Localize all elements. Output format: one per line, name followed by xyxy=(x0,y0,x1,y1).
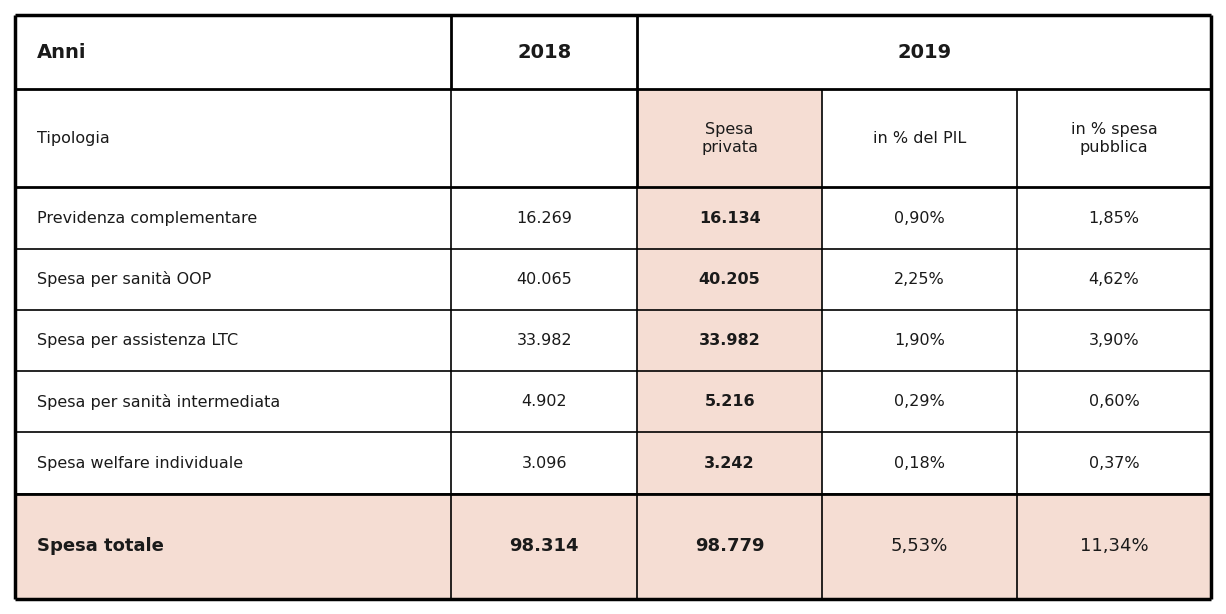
Text: 98.779: 98.779 xyxy=(695,537,765,555)
Bar xyxy=(638,371,823,432)
Text: Tipologia: Tipologia xyxy=(37,131,109,146)
Text: 0,18%: 0,18% xyxy=(894,456,945,470)
Bar xyxy=(638,432,823,494)
Text: Previdenza complementare: Previdenza complementare xyxy=(37,211,257,225)
Bar xyxy=(638,187,823,249)
Text: 3,90%: 3,90% xyxy=(1089,333,1139,348)
Text: Spesa
privata: Spesa privata xyxy=(701,122,758,155)
Text: Spesa totale: Spesa totale xyxy=(37,537,163,555)
Bar xyxy=(638,90,823,187)
Text: 2,25%: 2,25% xyxy=(894,272,945,287)
Text: 16.269: 16.269 xyxy=(516,211,573,225)
Text: 98.314: 98.314 xyxy=(510,537,579,555)
Bar xyxy=(15,494,1211,599)
Bar xyxy=(638,310,823,371)
Text: in % del PIL: in % del PIL xyxy=(873,131,966,146)
Text: 0,90%: 0,90% xyxy=(894,211,945,225)
Text: 33.982: 33.982 xyxy=(699,333,760,348)
Text: 0,29%: 0,29% xyxy=(894,394,945,410)
Text: 40.205: 40.205 xyxy=(699,272,760,287)
Text: Spesa per sanità intermediata: Spesa per sanità intermediata xyxy=(37,394,280,410)
Text: 4,62%: 4,62% xyxy=(1089,272,1139,287)
Text: Anni: Anni xyxy=(37,43,86,62)
Text: 3.242: 3.242 xyxy=(705,456,755,470)
Text: 2018: 2018 xyxy=(517,43,571,62)
Text: 5.216: 5.216 xyxy=(705,394,755,410)
Text: in % spesa
pubblica: in % spesa pubblica xyxy=(1070,122,1157,155)
Text: 16.134: 16.134 xyxy=(699,211,760,225)
Text: 33.982: 33.982 xyxy=(516,333,573,348)
Text: 3.096: 3.096 xyxy=(521,456,566,470)
Text: 5,53%: 5,53% xyxy=(891,537,948,555)
Text: Spesa per assistenza LTC: Spesa per assistenza LTC xyxy=(37,333,238,348)
Text: 0,60%: 0,60% xyxy=(1089,394,1139,410)
Text: 11,34%: 11,34% xyxy=(1080,537,1149,555)
Text: 1,85%: 1,85% xyxy=(1089,211,1139,225)
Text: 4.902: 4.902 xyxy=(521,394,566,410)
Text: 2019: 2019 xyxy=(897,43,951,62)
Text: 40.065: 40.065 xyxy=(516,272,573,287)
Bar xyxy=(638,249,823,310)
Text: Spesa per sanità OOP: Spesa per sanità OOP xyxy=(37,271,211,287)
Text: Spesa welfare individuale: Spesa welfare individuale xyxy=(37,456,243,470)
Text: 0,37%: 0,37% xyxy=(1089,456,1139,470)
Text: 1,90%: 1,90% xyxy=(894,333,945,348)
